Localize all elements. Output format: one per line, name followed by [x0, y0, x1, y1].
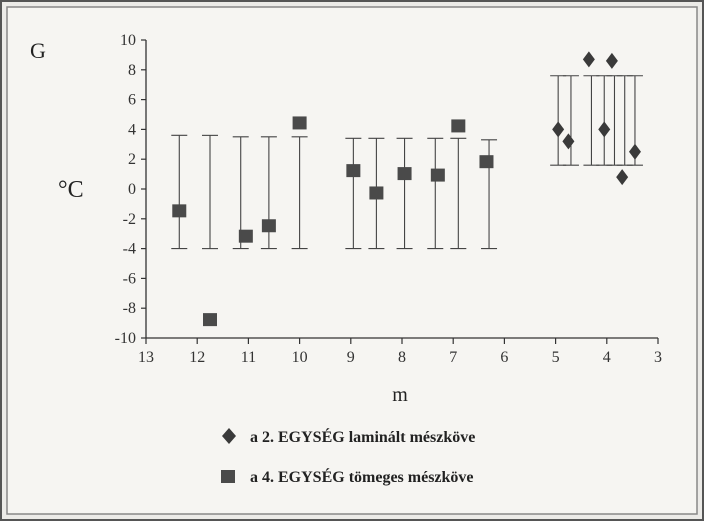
legend-diamond-marker — [222, 428, 236, 444]
legend-label-square: a 4. EGYSÉG tömeges mészköve — [250, 467, 474, 486]
error-bar — [345, 137, 362, 250]
panel-label: G — [30, 38, 46, 63]
y-tick-label: -2 — [123, 211, 136, 228]
legend-item-square: a 4. EGYSÉG tömeges mészköve — [221, 467, 474, 486]
x-tick-label: 6 — [500, 349, 508, 366]
y-tick-label: -6 — [123, 270, 136, 287]
x-tick-label: 8 — [398, 349, 406, 366]
y-tick-label: -4 — [123, 241, 136, 258]
error-bar — [202, 134, 218, 250]
square-point — [451, 119, 466, 133]
square-point — [172, 204, 187, 218]
diamond-point — [628, 143, 641, 160]
square-point — [203, 313, 217, 327]
x-tick-label: 12 — [189, 349, 205, 366]
x-tick-label: 10 — [292, 349, 308, 366]
square-point — [238, 229, 253, 243]
y-tick-label: 0 — [128, 181, 136, 198]
square-point — [479, 155, 494, 169]
x-tick-label: 4 — [603, 349, 611, 366]
x-tick-label: 5 — [552, 349, 560, 366]
data-markers — [172, 51, 641, 327]
y-tick-label: -8 — [123, 300, 136, 317]
x-axis-label: m — [392, 384, 408, 406]
legend-square-marker — [221, 470, 235, 483]
square-point — [346, 164, 361, 178]
x-tick-label: 13 — [138, 349, 154, 366]
diamond-point — [552, 121, 565, 138]
legend-item-diamond: a 2. EGYSÉG laminált mészköve — [222, 427, 475, 446]
diamond-point — [605, 52, 618, 69]
x-tick-label: 3 — [654, 349, 662, 366]
x-tick-label: 7 — [449, 349, 457, 366]
diamond-point — [582, 51, 595, 68]
diamond-point — [562, 133, 575, 150]
error-bar — [396, 137, 413, 250]
error-bar — [450, 137, 467, 250]
error-bar — [562, 75, 579, 166]
x-tick-label: 11 — [241, 349, 256, 366]
square-point — [261, 219, 276, 233]
square-point — [369, 186, 384, 200]
x-tick-label: 9 — [347, 349, 355, 366]
error-bar — [291, 136, 308, 250]
square-point — [430, 168, 445, 182]
y-tick-label: 8 — [128, 62, 136, 79]
y-tick-label: 6 — [128, 92, 136, 109]
diamond-point — [616, 169, 629, 186]
y-tick-label: 2 — [128, 151, 136, 168]
error-bar — [171, 134, 188, 250]
y-axis-label: °C — [58, 177, 84, 203]
legend: a 2. EGYSÉG laminált mészköve a 4. EGYSÉ… — [221, 427, 475, 486]
error-bar — [427, 137, 444, 250]
inner-border — [6, 6, 698, 515]
square-point — [292, 116, 307, 130]
legend-label-diamond: a 2. EGYSÉG laminált mészköve — [250, 427, 475, 446]
diamond-point — [598, 121, 611, 138]
y-tick-label: 10 — [120, 32, 136, 49]
square-point — [397, 167, 412, 181]
y-tick-label: -10 — [115, 330, 136, 347]
y-tick-label: 4 — [128, 121, 136, 138]
